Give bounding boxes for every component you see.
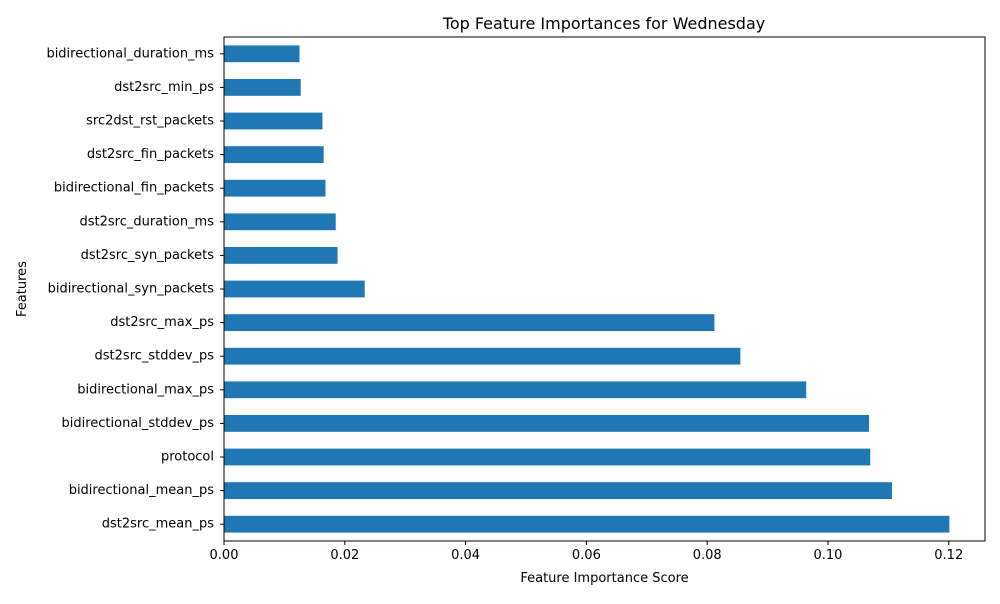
y-tick-label: bidirectional_syn_packets	[48, 282, 215, 297]
y-tick-label: dst2src_min_ps	[114, 80, 214, 95]
bar-bidirectional_stddev_ps	[224, 415, 870, 432]
x-tick-label: 0.06	[572, 548, 601, 563]
x-tick-label: 0.02	[330, 548, 359, 563]
bar-bidirectional_max_ps	[224, 381, 807, 399]
bar-dst2src_stddev_ps	[224, 347, 741, 365]
y-tick-label: dst2src_stddev_ps	[95, 349, 215, 364]
bar-dst2src_duration_ms	[224, 213, 336, 231]
x-axis-ticks: 0.00 0.02 0.04 0.06 0.08 0.10 0.12	[210, 541, 963, 563]
bars-layer	[224, 45, 950, 533]
y-tick-label: bidirectional_stddev_ps	[61, 416, 214, 431]
y-tick-label: protocol	[161, 450, 214, 465]
bar-dst2src_syn_packets	[224, 247, 338, 264]
bar-dst2src_max_ps	[224, 314, 715, 331]
bar-dst2src_mean_ps	[224, 515, 950, 533]
x-tick-label: 0.08	[693, 548, 722, 563]
bar-protocol	[224, 448, 871, 466]
y-axis-label: Features	[15, 261, 30, 317]
bar-dst2src_min_ps	[224, 79, 301, 96]
y-tick-label: dst2src_max_ps	[110, 315, 214, 330]
x-tick-label: 0.00	[210, 548, 239, 563]
x-tick-label: 0.04	[451, 548, 480, 563]
bar-bidirectional_syn_packets	[224, 280, 365, 298]
y-tick-label: bidirectional_duration_ms	[46, 46, 214, 61]
y-tick-label: dst2src_duration_ms	[79, 214, 214, 229]
bar-bidirectional_mean_ps	[224, 482, 892, 499]
plot-frame	[223, 36, 986, 542]
bar-bidirectional_duration_ms	[224, 45, 300, 63]
y-tick-label: src2dst_rst_packets	[86, 114, 214, 129]
bar-bidirectional_fin_packets	[224, 179, 326, 197]
y-tick-label: dst2src_mean_ps	[102, 517, 214, 532]
bar-src2dst_rst_packets	[224, 112, 323, 130]
y-tick-label: bidirectional_max_ps	[77, 382, 214, 397]
x-tick-label: 0.10	[813, 548, 842, 563]
y-tick-label: bidirectional_mean_ps	[69, 483, 215, 498]
chart-title: Top Feature Importances for Wednesday	[442, 14, 765, 33]
x-tick-label: 0.12	[934, 548, 963, 563]
y-tick-label: dst2src_fin_packets	[87, 147, 214, 162]
y-tick-labels: dst2src_mean_ps bidirectional_mean_ps prot…	[46, 46, 224, 532]
bar-dst2src_fin_packets	[224, 146, 324, 163]
y-tick-label: bidirectional_fin_packets	[54, 181, 214, 196]
y-tick-label: dst2src_syn_packets	[81, 248, 215, 263]
x-axis-label: Feature Importance Score	[520, 571, 688, 586]
